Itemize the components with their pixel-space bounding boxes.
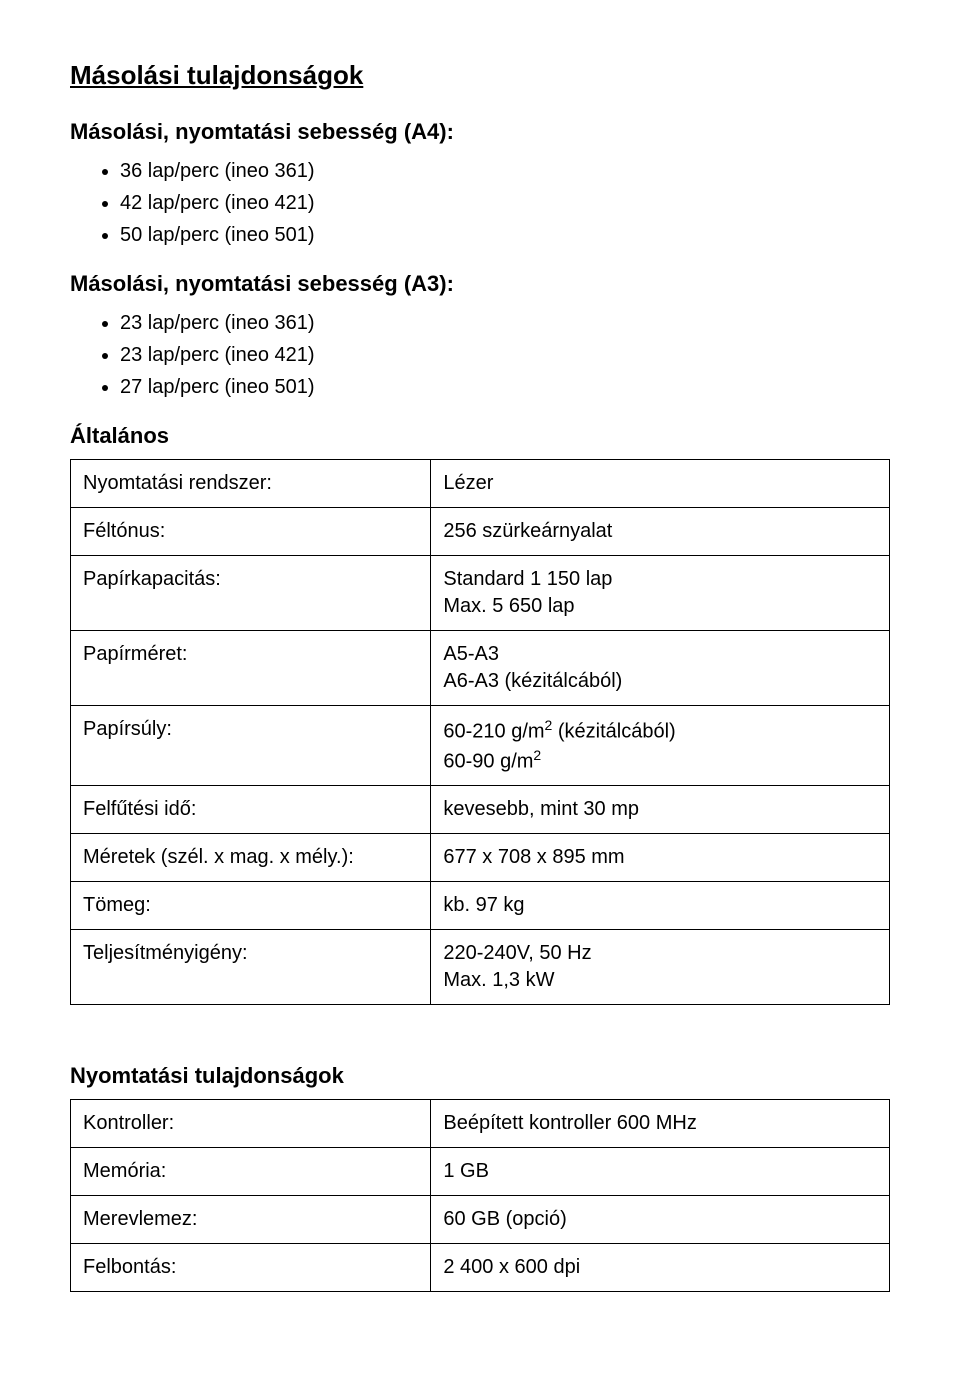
table-row: Felbontás: 2 400 x 600 dpi [71,1244,890,1292]
spec-value: Lézer [431,460,890,508]
list-speed-a3: 23 lap/perc (ineo 361) 23 lap/perc (ineo… [70,307,890,403]
spec-value: Beépített kontroller 600 MHz [431,1100,890,1148]
list-item: 23 lap/perc (ineo 421) [120,339,890,371]
list-item: 23 lap/perc (ineo 361) [120,307,890,339]
spec-value: 60-210 g/m2 (kézitálcából)60-90 g/m2 [431,706,890,786]
table-row: Papírsúly: 60-210 g/m2 (kézitálcából)60-… [71,706,890,786]
table-row: Nyomtatási rendszer: Lézer [71,460,890,508]
spec-label: Tömeg: [71,882,431,930]
list-speed-a4: 36 lap/perc (ineo 361) 42 lap/perc (ineo… [70,155,890,251]
spec-value: kb. 97 kg [431,882,890,930]
table-row: Féltónus: 256 szürkeárnyalat [71,508,890,556]
table-row: Papírkapacitás: Standard 1 150 lapMax. 5… [71,556,890,631]
list-item: 36 lap/perc (ineo 361) [120,155,890,187]
spec-label: Méretek (szél. x mag. x mély.): [71,834,431,882]
spec-value: A5-A3A6-A3 (kézitálcából) [431,631,890,706]
spec-value: 60 GB (opció) [431,1196,890,1244]
spec-value: 2 400 x 600 dpi [431,1244,890,1292]
section-title-print: Nyomtatási tulajdonságok [70,1063,890,1089]
table-row: Felfűtési idő: kevesebb, mint 30 mp [71,786,890,834]
spec-label: Féltónus: [71,508,431,556]
table-row: Méretek (szél. x mag. x mély.): 677 x 70… [71,834,890,882]
spec-label: Memória: [71,1148,431,1196]
spec-label: Felbontás: [71,1244,431,1292]
table-row: Memória: 1 GB [71,1148,890,1196]
spec-label: Papírsúly: [71,706,431,786]
spec-label: Teljesítményigény: [71,930,431,1005]
spec-value: 220-240V, 50 HzMax. 1,3 kW [431,930,890,1005]
table-row: Tömeg: kb. 97 kg [71,882,890,930]
spec-value: kevesebb, mint 30 mp [431,786,890,834]
spec-label: Papírkapacitás: [71,556,431,631]
table-row: Papírméret: A5-A3A6-A3 (kézitálcából) [71,631,890,706]
section-title-copy: Másolási tulajdonságok [70,60,890,91]
list-item: 27 lap/perc (ineo 501) [120,371,890,403]
subheading-speed-a3: Másolási, nyomtatási sebesség (A3): [70,271,890,297]
table-general: Nyomtatási rendszer: Lézer Féltónus: 256… [70,459,890,1005]
table-print: Kontroller: Beépített kontroller 600 MHz… [70,1099,890,1292]
subheading-speed-a4: Másolási, nyomtatási sebesség (A4): [70,119,890,145]
spec-value: 1 GB [431,1148,890,1196]
subheading-general: Általános [70,423,890,449]
spec-label: Papírméret: [71,631,431,706]
spec-label: Kontroller: [71,1100,431,1148]
spec-value: 677 x 708 x 895 mm [431,834,890,882]
table-row: Teljesítményigény: 220-240V, 50 HzMax. 1… [71,930,890,1005]
list-item: 42 lap/perc (ineo 421) [120,187,890,219]
spec-label: Merevlemez: [71,1196,431,1244]
spec-label: Nyomtatási rendszer: [71,460,431,508]
spec-label: Felfűtési idő: [71,786,431,834]
spec-value: Standard 1 150 lapMax. 5 650 lap [431,556,890,631]
list-item: 50 lap/perc (ineo 501) [120,219,890,251]
table-row: Merevlemez: 60 GB (opció) [71,1196,890,1244]
spec-value: 256 szürkeárnyalat [431,508,890,556]
table-row: Kontroller: Beépített kontroller 600 MHz [71,1100,890,1148]
